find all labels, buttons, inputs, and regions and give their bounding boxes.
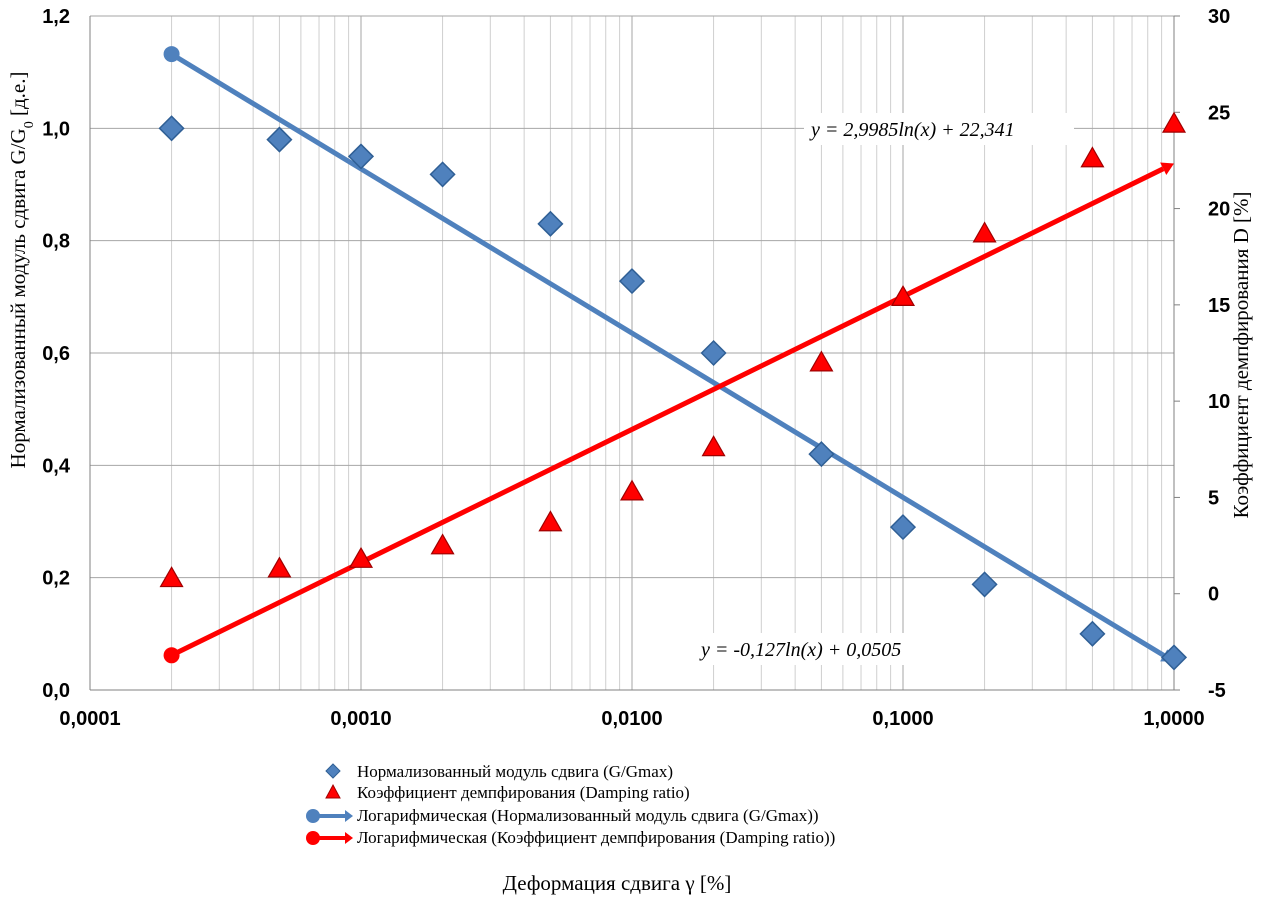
data-point-diamond — [889, 514, 917, 541]
trendline-right — [170, 166, 1165, 658]
x-tick-label: 1,0000 — [1143, 708, 1204, 730]
y-left-tick-label: 0,0 — [42, 680, 70, 702]
x-tick-label: 0,0100 — [601, 708, 662, 730]
y-left-axis-title-unit: [д.е.] — [6, 72, 30, 122]
y-left-tick-label: 1,0 — [42, 118, 70, 140]
y-right-tick-label: 15 — [1208, 295, 1230, 317]
equation-damping-bg — [804, 113, 1074, 145]
y-right-tick-label: -5 — [1208, 680, 1226, 702]
legend-diamond-icon — [325, 763, 341, 779]
equation-modulus-bg — [694, 633, 964, 665]
legend-label-modulus: Нормализованный модуль сдвига (G/Gmax) — [357, 762, 673, 781]
legend-blue-arrow-icon — [345, 810, 353, 822]
y-right-axis-title: Коэффициент демпфирования D [%] — [1229, 191, 1253, 518]
equation-damping: y = 2,9985ln(x) + 22,341 — [804, 113, 1074, 145]
equation-damping-text: y = 2,9985ln(x) + 22,341 — [809, 119, 1015, 141]
legend-label-damping: Коэффициент демпфирования (Damping ratio… — [357, 783, 690, 802]
tick-labels: 0,0001 0,0010 0,0100 0,1000 1,0000 0,0 0,2 0,4 0… — [42, 6, 1230, 730]
y-left-axis-title-main: Нормализованный модуль сдвига G/G — [6, 128, 30, 468]
legend-triangle-icon — [325, 783, 341, 799]
data-point-triangle — [1080, 146, 1105, 168]
data-point-diamond — [158, 115, 185, 142]
y-right-tick-label: 20 — [1208, 199, 1230, 221]
trendline-left — [170, 51, 1166, 658]
data-point-diamond — [537, 210, 564, 237]
data-point-triangle — [1161, 111, 1187, 133]
x-tick-label: 0,0010 — [330, 708, 391, 730]
trendline-start-dot-left — [163, 46, 180, 63]
y-left-axis-title: Нормализованный модуль сдвига G/G0 [д.е.… — [6, 72, 37, 469]
data-point-triangle — [348, 546, 374, 568]
legend-item-modulus-trend: Логарифмическая (Нормализованный модуль … — [306, 806, 819, 825]
y-right-tick-label: 5 — [1208, 487, 1219, 509]
legend-red-arrow-icon — [345, 832, 353, 844]
equation-modulus: y = -0,127ln(x) + 0,0505 — [694, 633, 964, 665]
x-tick-label: 0,0001 — [59, 708, 120, 730]
data-point-triangle — [430, 533, 455, 555]
data-point-diamond — [429, 161, 456, 188]
trendline-arrow-right — [1160, 162, 1174, 176]
data-point-triangle — [159, 566, 184, 588]
data-point-triangle — [619, 479, 645, 501]
data-point-diamond — [266, 126, 293, 153]
y-right-tick-label: 30 — [1208, 6, 1230, 28]
x-axis-title: Деформация сдвига γ [%] — [503, 871, 732, 895]
data-point-triangle — [972, 221, 997, 243]
legend-label-modulus-trend: Логарифмическая (Нормализованный модуль … — [357, 806, 819, 825]
trendline-start-dot-right — [163, 647, 180, 664]
y-left-tick-label: 0,2 — [42, 568, 70, 590]
y-right-tick-label: 10 — [1208, 391, 1230, 413]
data-point-diamond — [1079, 620, 1106, 647]
y-right-tick-label: 0 — [1208, 584, 1219, 606]
equation-modulus-text: y = -0,127ln(x) + 0,0505 — [699, 639, 901, 661]
legend-item-damping-trend: Логарифмическая (Коэффициент демпфирован… — [306, 828, 835, 847]
legend-label-damping-trend: Логарифмическая (Коэффициент демпфирован… — [357, 828, 835, 847]
data-point-triangle — [809, 350, 834, 372]
data-point-triangle — [538, 510, 563, 532]
data-point-triangle — [267, 556, 292, 578]
data-point-triangle — [890, 284, 916, 307]
data-point-diamond — [808, 441, 835, 468]
data-point-triangle — [701, 435, 726, 457]
y-left-axis-title-sub: 0 — [22, 121, 37, 128]
data-marks — [158, 111, 1188, 671]
legend-red-dot-icon — [306, 831, 320, 845]
legend-blue-dot-icon — [306, 809, 320, 823]
data-point-diamond — [347, 143, 375, 170]
data-point-diamond — [700, 339, 727, 367]
y-left-tick-label: 0,8 — [42, 231, 70, 253]
trendlines — [163, 46, 1174, 664]
data-point-diamond — [1160, 644, 1188, 671]
x-tick-label: 0,1000 — [872, 708, 933, 730]
legend-item-damping: Коэффициент демпфирования (Damping ratio… — [325, 783, 690, 802]
y-left-tick-label: 0,4 — [42, 455, 71, 477]
y-right-tick-label: 25 — [1208, 102, 1230, 124]
y-left-tick-label: 1,2 — [42, 6, 70, 28]
y-left-tick-label: 0,6 — [42, 343, 70, 365]
legend-item-modulus: Нормализованный модуль сдвига (G/Gmax) — [325, 762, 673, 781]
legend: Нормализованный модуль сдвига (G/Gmax) К… — [306, 762, 835, 847]
data-point-diamond — [618, 268, 646, 295]
data-point-diamond — [971, 571, 998, 598]
